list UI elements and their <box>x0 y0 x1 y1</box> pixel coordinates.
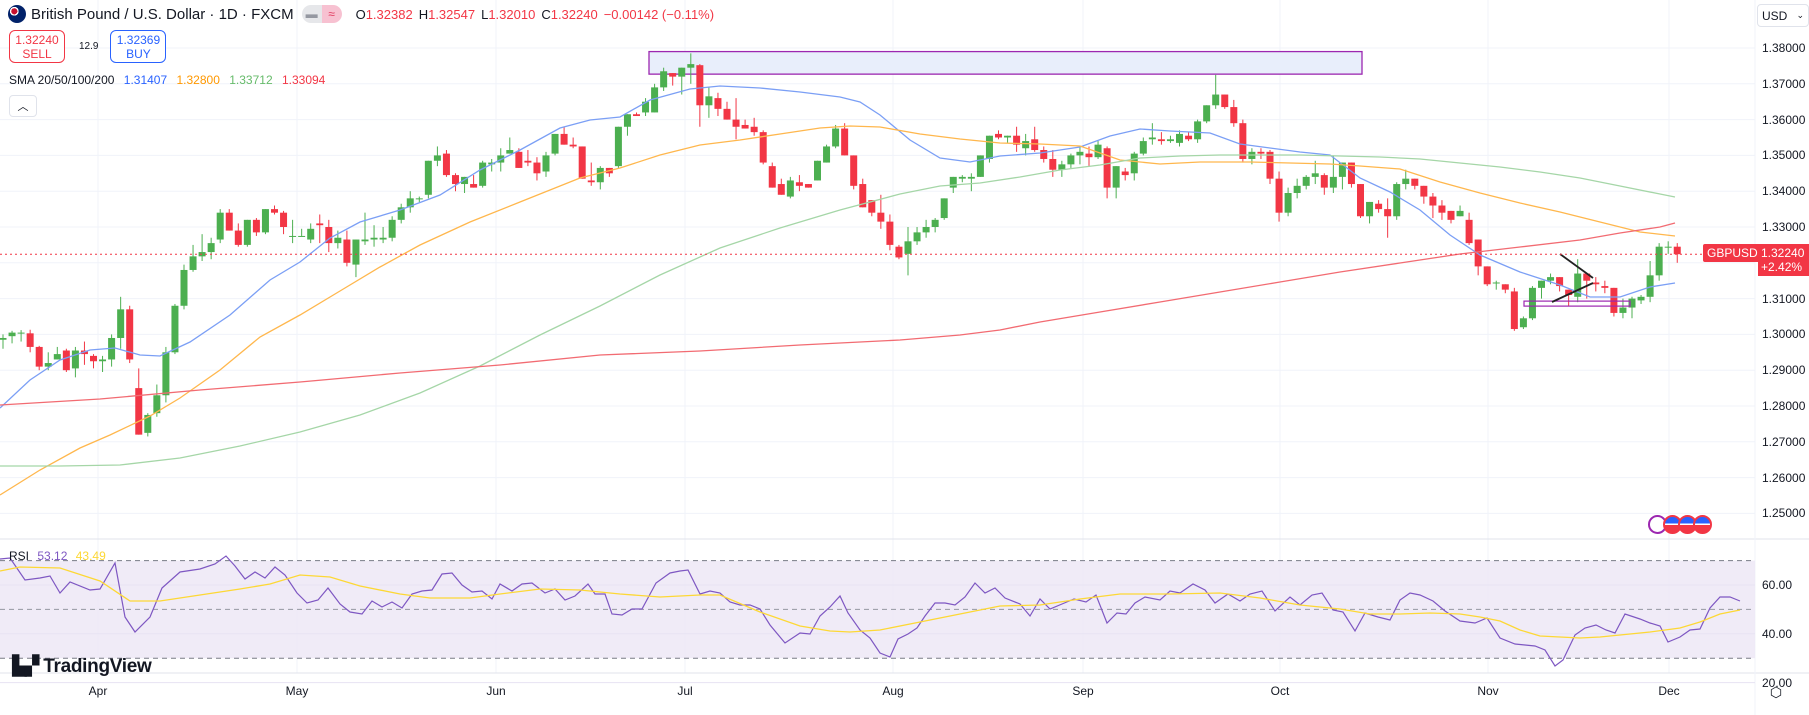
price-tick-label: 1.35000 <box>1762 148 1806 163</box>
time-tick-label: Nov <box>1477 684 1499 698</box>
price-tick-label: 1.25000 <box>1762 506 1806 521</box>
low-value: 1.32010 <box>488 6 536 22</box>
symbol-price-tag: GBPUSD <box>1703 244 1762 262</box>
rsi-tick-label: 20.00 <box>1762 675 1793 690</box>
us-flag-event-icon[interactable] <box>1693 515 1712 534</box>
tradingview-logo[interactable]: ▙▞ TradingView <box>12 655 152 678</box>
rsi-label: RSI <box>9 549 30 563</box>
symbol-title[interactable]: British Pound / U.S. Dollar · 1D · FXCM <box>31 5 294 23</box>
price-tick-label: 1.34000 <box>1762 184 1806 199</box>
tradingview-wordmark: TradingView <box>43 655 152 677</box>
sma-legend[interactable]: SMA 20/50/100/200 1.31407 1.32800 1.3371… <box>9 73 331 87</box>
buy-price: 1.32369 <box>116 32 161 47</box>
high-value: 1.32547 <box>428 6 476 22</box>
wave-icon[interactable]: ≈ <box>321 5 342 23</box>
time-tick-label: Apr <box>88 684 108 698</box>
change-value: −0.00142 (−0.11%) <box>603 6 715 22</box>
sell-button[interactable]: 1.32240 SELL <box>9 30 65 63</box>
sma20-value: 1.31407 <box>123 73 168 87</box>
close-label: C <box>541 6 551 22</box>
high-label: H <box>418 6 429 22</box>
collapse-legend-button[interactable]: ︿ <box>9 95 37 117</box>
symbol-legend: British Pound / U.S. Dollar · 1D · FXCM … <box>8 5 714 23</box>
chevron-up-icon: ︿ <box>17 101 29 113</box>
gbp-usd-flag-icon <box>8 5 26 23</box>
chevron-down-icon: ⌄ <box>1796 10 1804 20</box>
tradingview-mark-icon: ▙▞ <box>12 656 39 677</box>
open-value: 1.32382 <box>365 6 413 22</box>
spread-value: 12.9 <box>79 41 99 52</box>
sell-label: SELL <box>22 46 52 61</box>
price-tick-label: 1.33000 <box>1762 220 1806 234</box>
currency-label: USD <box>1762 8 1788 23</box>
rsi-tick-label: 40.00 <box>1762 626 1793 641</box>
last-price: 1.32240 <box>1761 246 1805 260</box>
economic-events[interactable] <box>1648 515 1712 534</box>
rsi-value: 53.12 <box>37 549 68 563</box>
time-tick-label: Jul <box>677 684 693 698</box>
price-tick-label: 1.27000 <box>1762 434 1806 449</box>
price-tick-label: 1.30000 <box>1762 327 1806 342</box>
trade-panel: 1.32240 SELL 12.9 1.32369 BUY <box>0 30 167 63</box>
sma100-value: 1.33712 <box>229 73 273 87</box>
rsi-tick-label: 60.00 <box>1762 578 1793 592</box>
last-price-tag: 1.32240 +2.42% <box>1758 244 1809 276</box>
settings-icon[interactable]: ⬡ <box>1769 684 1783 700</box>
price-tick-label: 1.31000 <box>1762 291 1806 306</box>
rsi-ma-value: 43.49 <box>75 549 106 563</box>
currency-selector[interactable]: USD ⌄ <box>1757 4 1809 27</box>
price-tick-label: 1.38000 <box>1762 41 1806 55</box>
sma200-value: 1.33094 <box>281 73 326 87</box>
time-tick-label: May <box>285 684 309 698</box>
buy-label: BUY <box>126 46 151 61</box>
price-tick-label: 1.26000 <box>1762 470 1806 485</box>
sma-label: SMA 20/50/100/200 <box>9 73 115 87</box>
buy-button[interactable]: 1.32369 BUY <box>110 30 167 63</box>
time-tick-label: Jun <box>486 684 506 698</box>
time-tick-label: Sep <box>1072 684 1094 698</box>
close-value: 1.32240 <box>550 6 598 22</box>
low-label: L <box>481 6 489 22</box>
minus-icon[interactable]: ▬ <box>301 5 322 23</box>
last-change-pct: +2.42% <box>1761 260 1803 274</box>
time-tick-label: Aug <box>882 684 904 698</box>
time-tick-label: Oct <box>1270 684 1290 698</box>
price-tick-label: 1.28000 <box>1762 399 1806 413</box>
legend-toggle-pill[interactable]: ▬ ≈ <box>301 5 342 23</box>
sell-price: 1.32240 <box>15 32 59 47</box>
price-tick-label: 1.36000 <box>1762 112 1806 127</box>
price-tick-label: 1.37000 <box>1762 76 1806 91</box>
price-tick-label: 1.29000 <box>1762 363 1806 378</box>
open-label: O <box>355 6 366 22</box>
rsi-legend[interactable]: RSI 53.12 43.49 <box>9 549 111 563</box>
time-tick-label: Dec <box>1658 684 1680 698</box>
sma50-value: 1.32800 <box>176 73 220 87</box>
